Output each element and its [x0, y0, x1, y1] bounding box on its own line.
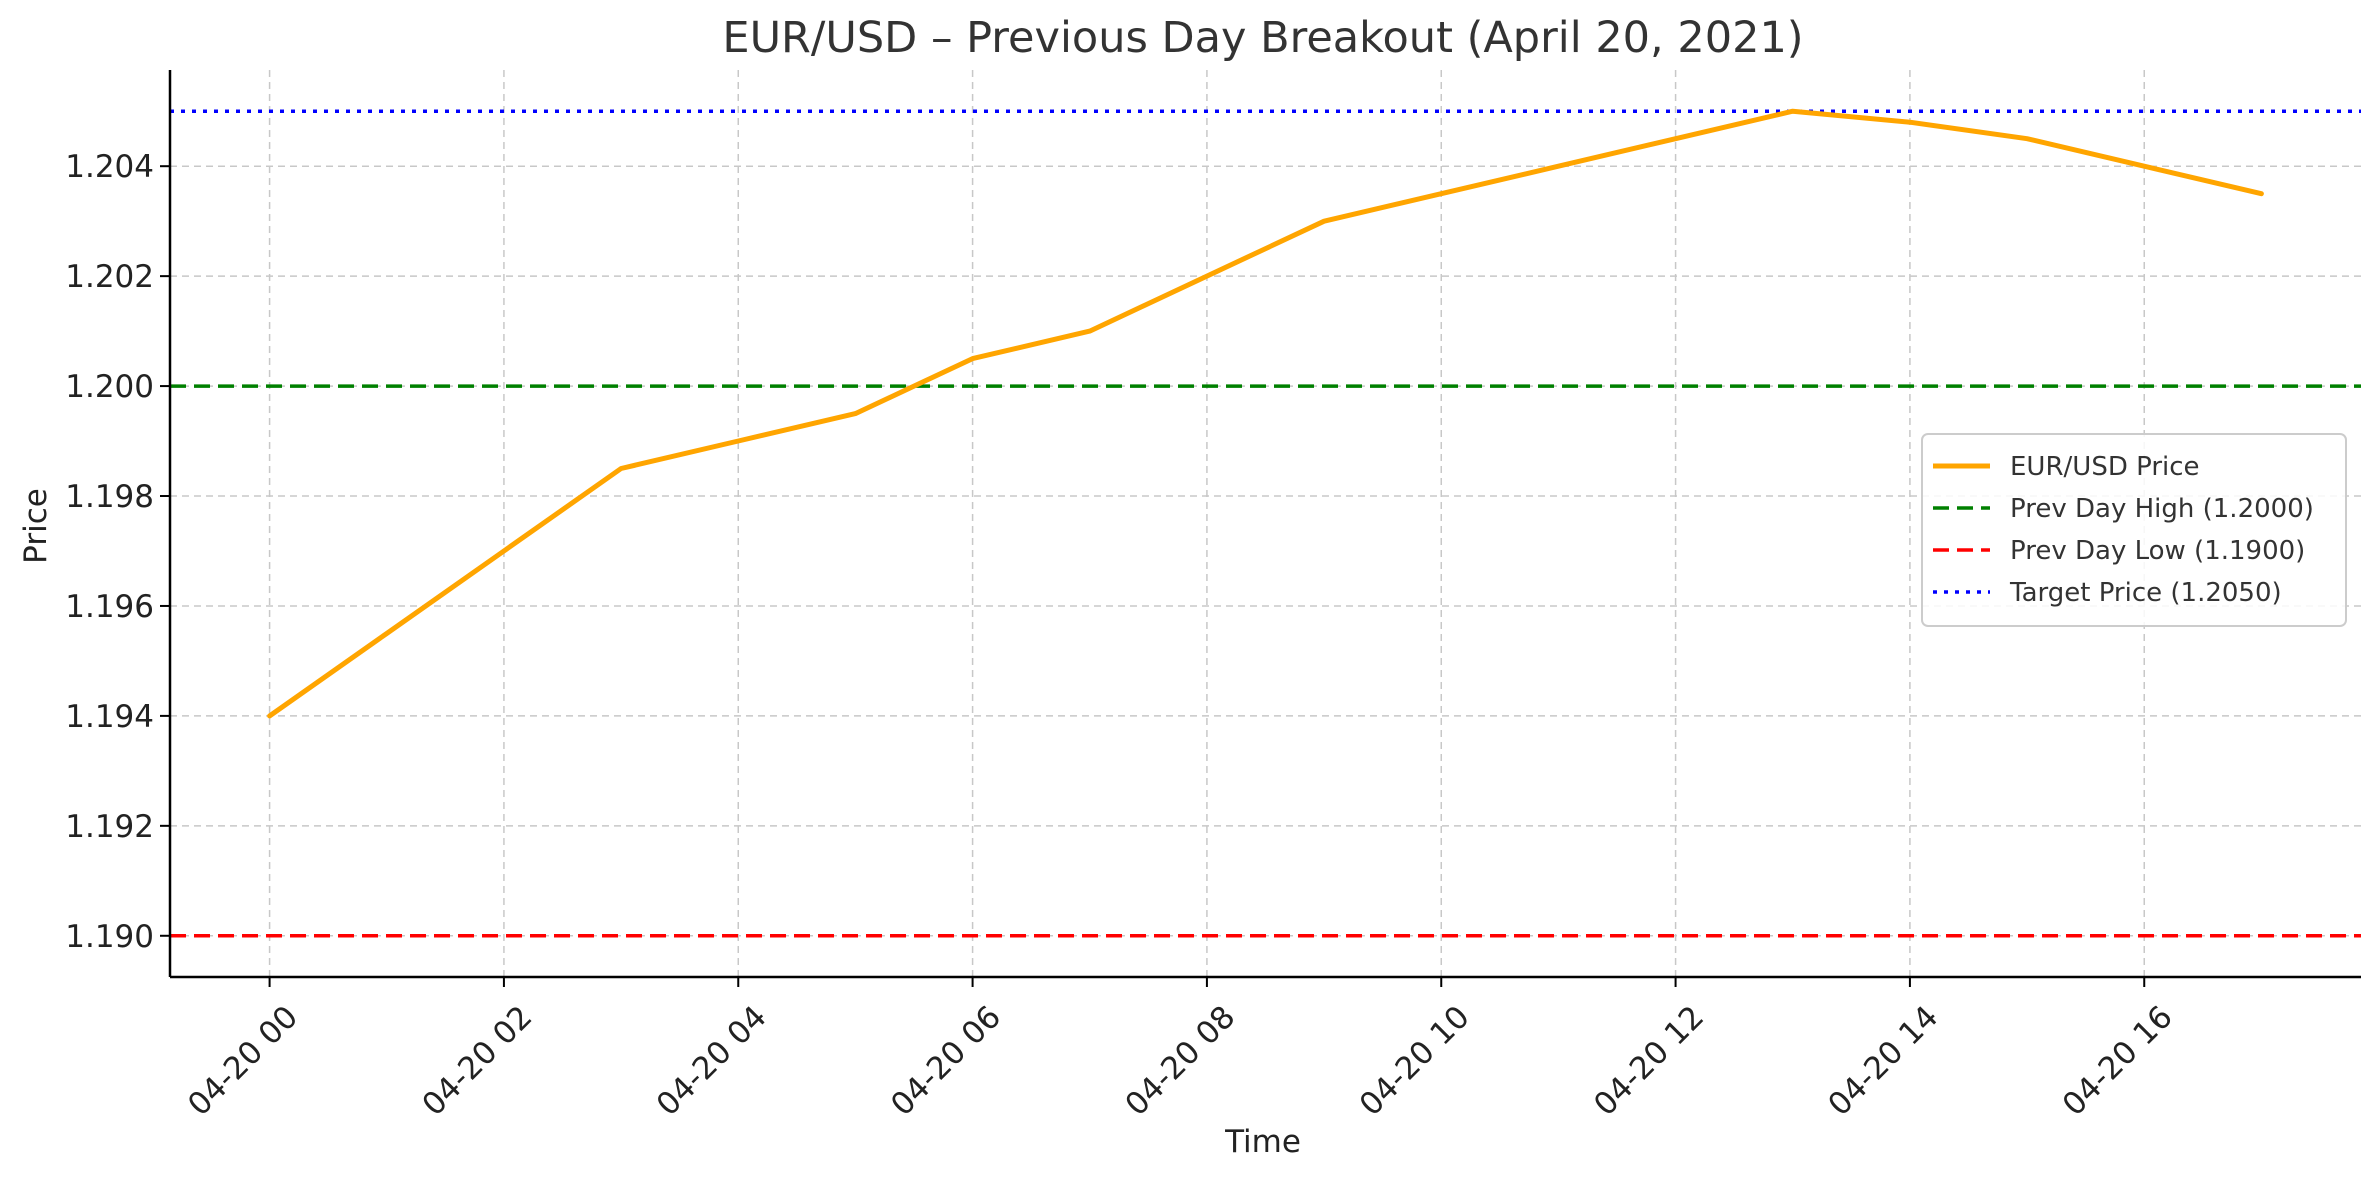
x-tick-label: 04-20 10 — [1353, 999, 1477, 1123]
x-tick-label: 04-20 00 — [181, 999, 305, 1123]
y-ticks: 1.190 1.192 1.194 1.196 1.198 1.200 1.202 1.204 — [65, 149, 170, 955]
reference-lines — [170, 109, 2361, 938]
y-tick-label: 1.190 — [65, 919, 154, 955]
x-tick-label: 04-20 04 — [650, 999, 774, 1123]
legend-label: Prev Day High (1.2000) — [2010, 494, 2314, 524]
y-tick-label: 1.202 — [65, 259, 154, 295]
y-tick-label: 1.196 — [65, 589, 154, 625]
series-layer — [267, 108, 2264, 719]
y-tick-label: 1.204 — [65, 149, 154, 185]
y-tick-label: 1.200 — [65, 369, 154, 405]
y-tick-label: 1.194 — [65, 699, 154, 735]
x-tick-label: 04-20 14 — [1821, 999, 1945, 1123]
x-tick-label: 04-20 16 — [2056, 999, 2180, 1123]
legend-label: Target Price (1.2050) — [2009, 578, 2282, 608]
y-tick-label: 1.198 — [65, 479, 154, 515]
chart-title: EUR/USD – Previous Day Breakout (April 2… — [722, 13, 1803, 63]
legend-label: EUR/USD Price — [2010, 452, 2200, 482]
legend-label: Prev Day Low (1.1900) — [2010, 536, 2305, 566]
x-tick-label: 04-20 06 — [884, 999, 1008, 1123]
x-tick-label: 04-20 12 — [1587, 999, 1711, 1123]
legend-box — [1921, 433, 2347, 627]
x-tick-label: 04-20 02 — [415, 999, 539, 1123]
x-tick-label: 04-20 08 — [1118, 999, 1242, 1123]
x-ticks: 04-20 00 04-20 02 04-20 04 04-20 06 04-20 08… — [181, 977, 2180, 1123]
series-line — [267, 108, 2264, 719]
x-axis-title: Time — [1224, 1124, 1301, 1160]
y-axis-title: Price — [18, 488, 54, 564]
y-tick-label: 1.192 — [65, 809, 154, 845]
legend: EUR/USD Price Prev Day High (1.2000) Prev … — [1921, 433, 2347, 627]
